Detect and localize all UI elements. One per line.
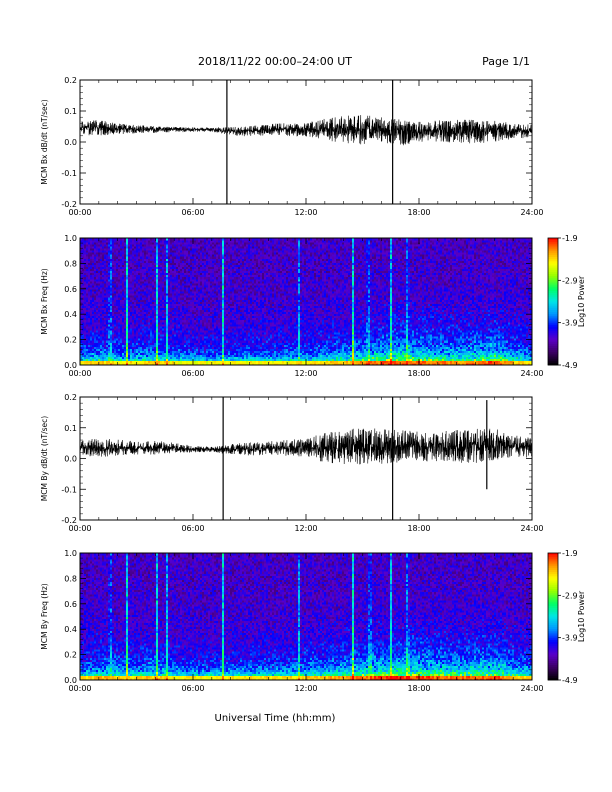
y-tick-label: 0.2 [64,651,77,660]
colorbar-tick-label: -4.9 [562,676,578,685]
x-tick-label: 06:00 [181,524,204,533]
y-axis-label: MCM Bx Freq (Hz) [40,268,49,334]
y-tick-label: 0.8 [64,574,77,583]
header-date-range: 2018/11/22 00:00–24:00 UT [198,55,352,68]
header-page: Page 1/1 [482,55,530,68]
x-tick-label: 18:00 [407,208,430,217]
y-tick-label: 0.1 [64,424,77,433]
series-trace [80,428,532,464]
colorbar-tick-label: -2.9 [562,276,578,285]
y-tick-label: 1.0 [64,234,77,243]
y-tick-label: 0.2 [64,393,77,402]
x-tick-label: 00:00 [68,369,91,378]
y-tick-label: 0.6 [64,600,77,609]
x-tick-label: 06:00 [181,369,204,378]
x-axis-title: Universal Time (hh:mm) [215,713,336,724]
y-axis-label: MCM By dB/dt (nT/sec) [40,416,49,501]
y-tick-label: 1.0 [64,549,77,558]
y-tick-label: 0.6 [64,285,77,294]
y-tick-label: 0.1 [64,107,77,116]
plot-frame [80,397,532,520]
y-tick-label: 0.0 [64,455,77,464]
y-tick-label: -0.1 [61,485,77,494]
heatmap-cells [80,553,532,680]
colorbar-tick-label: -3.9 [562,634,578,643]
colorbar-tick-label: -1.9 [562,234,578,243]
x-tick-label: 18:00 [407,684,430,693]
y-axis-label: MCM By Freq (Hz) [40,583,49,649]
heatmap-cells [80,238,532,365]
colorbar-tick-label: -2.9 [562,591,578,600]
y-tick-label: 0.8 [64,259,77,268]
y-tick-label: 0.4 [64,625,77,634]
x-tick-label: 24:00 [520,524,543,533]
y-tick-label: 0.0 [64,138,77,147]
y-tick-label: -0.2 [61,200,77,209]
y-axis-label: MCM Bx dB/dt (nT/sec) [40,99,49,184]
colorbar-tick-label: -1.9 [562,549,578,558]
y-tick-label: 0.2 [64,336,77,345]
y-tick-label: 0.2 [64,76,77,85]
x-tick-label: 12:00 [294,208,317,217]
x-tick-label: 06:00 [181,684,204,693]
figure: 2018/11/22 00:00–24:00 UT Page 1/1 00:00… [0,0,612,792]
y-tick-label: -0.1 [61,169,77,178]
x-tick-label: 00:00 [68,208,91,217]
y-tick-label: 0.0 [64,361,77,370]
plot-frame [80,80,532,204]
x-tick-label: 18:00 [407,524,430,533]
colorbar: -1.9 -2.9 -3.9 -4.9 Log10 Power [548,549,586,685]
series-trace [80,115,532,145]
panel-4: -1.9 -2.9 -3.9 -4.9 Log10 Power 00:00 06:00 12:… [40,549,586,693]
x-tick-label: 24:00 [520,369,543,378]
colorbar-label: Log10 Power [577,275,586,327]
x-tick-label: 06:00 [181,208,204,217]
panel-3: 00:00 06:00 12:00 18:00 24:00 -0.2 -0.1 0.0 0.1 0… [40,393,544,533]
y-tick-label: -0.2 [61,516,77,525]
x-tick-label: 12:00 [294,369,317,378]
x-tick-label: 12:00 [294,684,317,693]
colorbar-tick-label: -3.9 [562,319,578,328]
y-tick-label: 0.0 [64,676,77,685]
panels: 00:00 06:00 12:00 18:00 24:00 -0.2 -0.1 0.0 0.1 0… [40,76,586,693]
x-tick-label: 00:00 [68,684,91,693]
x-tick-label: 00:00 [68,524,91,533]
x-tick-label: 24:00 [520,684,543,693]
colorbar-tick-label: -4.9 [562,361,578,370]
x-tick-label: 24:00 [520,208,543,217]
colorbar-label: Log10 Power [577,590,586,642]
colorbar: -1.9 -2.9 -3.9 -4.9 Log10 Power [548,234,586,370]
x-tick-label: 18:00 [407,369,430,378]
x-tick-label: 12:00 [294,524,317,533]
panel-2: -1.9 -2.9 -3.9 -4.9 Log10 Power 00:00 06:00 12:… [40,234,586,378]
y-tick-label: 0.4 [64,310,77,319]
panel-1: 00:00 06:00 12:00 18:00 24:00 -0.2 -0.1 0.0 0.1 0… [40,76,544,217]
